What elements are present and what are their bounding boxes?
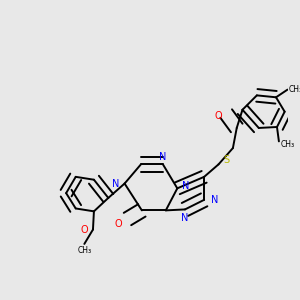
Text: S: S: [223, 154, 229, 165]
Text: N: N: [181, 213, 189, 223]
Text: O: O: [80, 224, 88, 235]
Text: O: O: [114, 219, 122, 229]
Text: O: O: [215, 112, 222, 122]
Text: N: N: [112, 178, 120, 188]
Text: N: N: [182, 182, 190, 191]
Text: CH₃: CH₃: [77, 246, 92, 255]
Text: CH₃: CH₃: [288, 85, 300, 94]
Text: N: N: [211, 195, 218, 205]
Text: N: N: [159, 152, 167, 162]
Text: CH₃: CH₃: [280, 140, 295, 149]
